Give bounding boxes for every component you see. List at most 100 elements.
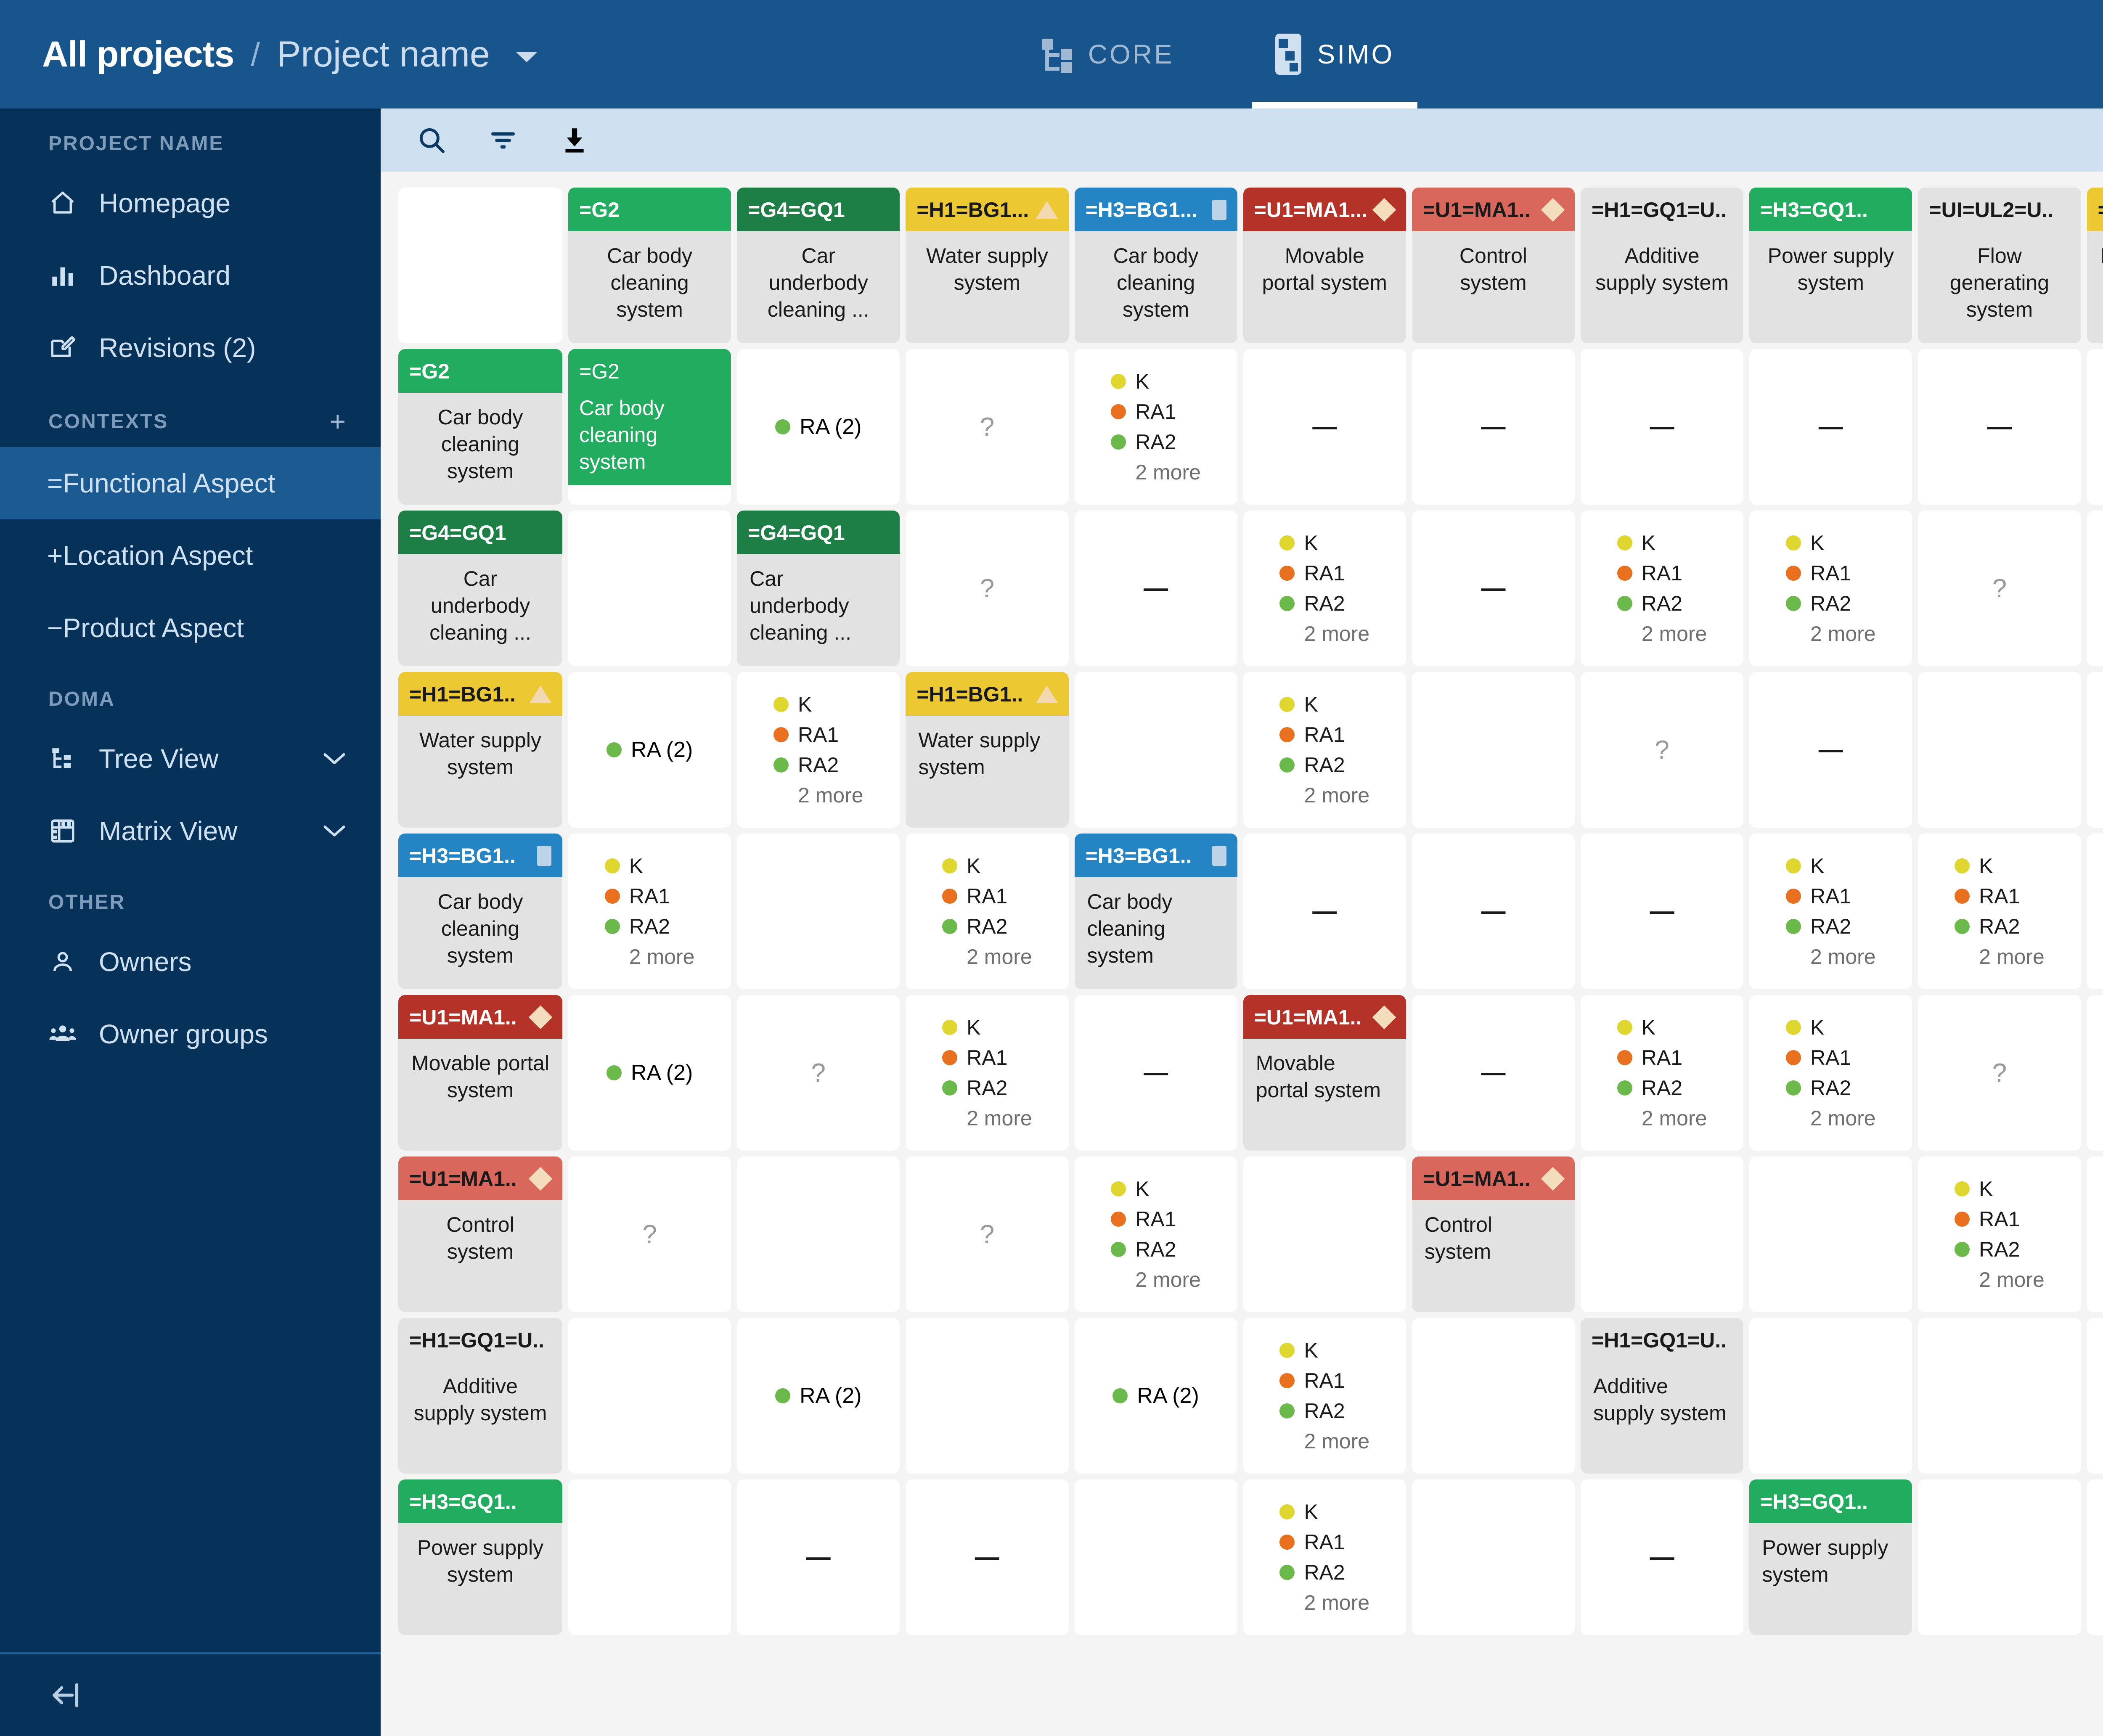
matrix-cell[interactable]: =H1=GQ1=U.. Additive supply system xyxy=(1581,1318,1744,1474)
sidebar-item-owner-groups[interactable]: Owner groups xyxy=(0,998,381,1070)
matrix-cell[interactable]: =H3=GQ1.. Power supply system xyxy=(1749,1479,1912,1635)
matrix-column-header[interactable]: =H1=GQ1=U.. Additive supply system xyxy=(1581,188,1744,343)
column-header-5[interactable]: =U1=MA1.. Control system xyxy=(1412,188,1575,343)
matrix-diagonal-cell-0[interactable]: =G2 Car body cleaning system xyxy=(568,349,731,505)
matrix-cell-6-1[interactable]: RA (2) xyxy=(737,1318,900,1474)
relation-more-link[interactable]: 2 more xyxy=(797,783,863,807)
matrix-cell[interactable]: — xyxy=(1412,995,1575,1151)
matrix-diagonal-cell-3[interactable]: =H3=BG1.. Car body cleaning system xyxy=(1074,834,1237,989)
matrix-cell[interactable]: — xyxy=(1412,834,1575,989)
matrix-cell-4-6[interactable]: K RA1 RA2 2 more xyxy=(1581,995,1744,1151)
matrix-cell-3-6[interactable]: — xyxy=(1581,834,1744,989)
matrix-column-header[interactable]: =U1=MA1... Movable portal system xyxy=(1243,188,1406,343)
matrix-cell[interactable]: RA (2) xyxy=(737,1318,900,1474)
relation-more-link[interactable]: 2 more xyxy=(1304,1429,1370,1453)
matrix-cell-5-3[interactable]: K RA1 RA2 2 more xyxy=(1074,1156,1237,1312)
matrix-cell-7-4[interactable]: K RA1 RA2 2 more xyxy=(1243,1479,1406,1635)
relation-more-link[interactable]: 2 more xyxy=(1979,1268,2045,1291)
matrix-cell[interactable]: — xyxy=(1749,672,1912,828)
matrix-cell[interactable]: =H1=BG1.. Water supply system xyxy=(906,672,1069,828)
column-header-0[interactable]: =G2 Car body cleaning system xyxy=(568,188,731,343)
matrix-cell[interactable]: — xyxy=(1074,511,1237,666)
matrix-cell-7-8[interactable] xyxy=(1918,1479,2081,1635)
matrix-cell[interactable] xyxy=(568,1479,731,1635)
matrix-cell-0-3[interactable]: K RA1 RA2 2 more xyxy=(1074,349,1237,505)
sidebar-item-dashboard[interactable]: Dashboard xyxy=(0,239,381,312)
relation-more-link[interactable]: 2 more xyxy=(1641,622,1707,646)
matrix-diagonal-cell-1[interactable]: =G4=GQ1 Car underbody cleaning ... xyxy=(737,511,900,666)
matrix-diagonal-cell-6[interactable]: =H1=GQ1=U.. Additive supply system xyxy=(1581,1318,1744,1474)
matrix-column-header[interactable]: =U2 Floor structure system xyxy=(2087,188,2103,343)
matrix-cell[interactable]: — xyxy=(1412,349,1575,505)
matrix-cell-1-8[interactable]: ? xyxy=(1918,511,2081,666)
matrix-cell[interactable]: ? xyxy=(1918,511,2081,666)
matrix-cell-0-2[interactable]: ? xyxy=(906,349,1069,505)
matrix-cell-3-5[interactable]: — xyxy=(1412,834,1575,989)
column-header-1[interactable]: =G4=GQ1 Car underbody cleaning ... xyxy=(737,188,900,343)
matrix-cell-2-8[interactable] xyxy=(1918,672,2081,828)
matrix-row-header[interactable]: =H1=GQ1=U.. Additive supply system xyxy=(398,1318,562,1474)
matrix-cell-1-2[interactable]: ? xyxy=(906,511,1069,666)
sidebar-item-functional-aspect[interactable]: =Functional Aspect xyxy=(0,447,381,519)
matrix-cell-5-9[interactable]: — xyxy=(2087,1156,2103,1312)
column-header-4[interactable]: =U1=MA1... Movable portal system xyxy=(1243,188,1406,343)
matrix-cell-2-0[interactable]: RA (2) xyxy=(568,672,731,828)
matrix-cell[interactable] xyxy=(568,511,731,666)
sidebar-item-matrix-view[interactable]: Matrix View xyxy=(0,795,381,867)
matrix-cell[interactable] xyxy=(1581,1156,1744,1312)
matrix-cell-3-7[interactable]: K RA1 RA2 2 more xyxy=(1749,834,1912,989)
row-header-1[interactable]: =G4=GQ1 Car underbody cleaning ... xyxy=(398,511,562,666)
matrix-cell-2-5[interactable] xyxy=(1412,672,1575,828)
matrix-cell-6-9[interactable]: RA (2) xyxy=(2087,1318,2103,1474)
relation-more-link[interactable]: 2 more xyxy=(1810,945,1876,969)
matrix-cell-4-1[interactable]: ? xyxy=(737,995,900,1151)
matrix-cell[interactable]: ? xyxy=(1581,672,1744,828)
matrix-cell[interactable]: — xyxy=(1918,349,2081,505)
matrix-cell-6-8[interactable] xyxy=(1918,1318,2081,1474)
relation-more-link[interactable]: 2 more xyxy=(1304,1591,1370,1614)
matrix-cell-0-5[interactable]: — xyxy=(1412,349,1575,505)
matrix-cell-3-9[interactable]: ? xyxy=(2087,834,2103,989)
matrix-cell[interactable]: RA (2) xyxy=(2087,1318,2103,1474)
matrix-cell[interactable]: =U1=MA1.. Movable portal system xyxy=(1243,995,1406,1151)
matrix-row-header[interactable]: =G4=GQ1 Car underbody cleaning ... xyxy=(398,511,562,666)
matrix-cell[interactable]: RA (2) xyxy=(568,995,731,1151)
matrix-cell-5-2[interactable]: ? xyxy=(906,1156,1069,1312)
matrix-cell-3-8[interactable]: K RA1 RA2 2 more xyxy=(1918,834,2081,989)
row-header-4[interactable]: =U1=MA1.. Movable portal system xyxy=(398,995,562,1151)
matrix-cell-7-5[interactable] xyxy=(1412,1479,1575,1635)
relation-more-link[interactable]: 2 more xyxy=(1304,622,1370,646)
matrix-row-header[interactable]: =U1=MA1.. Control system xyxy=(398,1156,562,1312)
column-header-2[interactable]: =H1=BG1... Water supply system xyxy=(906,188,1069,343)
matrix-cell-6-2[interactable] xyxy=(906,1318,1069,1474)
matrix-cell-0-1[interactable]: RA (2) xyxy=(737,349,900,505)
matrix-cell[interactable] xyxy=(568,1318,731,1474)
matrix-cell-6-4[interactable]: K RA1 RA2 2 more xyxy=(1243,1318,1406,1474)
matrix-cell[interactable]: ? xyxy=(906,349,1069,505)
matrix-cell[interactable] xyxy=(1412,1318,1575,1474)
matrix-cell-5-6[interactable] xyxy=(1581,1156,1744,1312)
matrix-cell[interactable] xyxy=(1412,672,1575,828)
matrix-cell[interactable]: =G2 Car body cleaning system xyxy=(568,349,731,505)
sidebar-item-revisions[interactable]: Revisions (2) xyxy=(0,312,381,384)
matrix-column-header[interactable]: =UI=UL2=U.. Flow generating system xyxy=(1918,188,2081,343)
row-header-5[interactable]: =U1=MA1.. Control system xyxy=(398,1156,562,1312)
matrix-row-header[interactable]: =H1=BG1.. Water supply system xyxy=(398,672,562,828)
matrix-cell[interactable]: RA (2) xyxy=(1074,1318,1237,1474)
matrix-cell[interactable] xyxy=(1918,672,2081,828)
row-header-3[interactable]: =H3=BG1.. Car body cleaning system xyxy=(398,834,562,989)
matrix-cell[interactable]: RA (2) xyxy=(568,672,731,828)
matrix-diagonal-cell-5[interactable]: =U1=MA1.. Control system xyxy=(1412,1156,1575,1312)
matrix-scroll-area[interactable]: =G2 Car body cleaning system =G4=GQ1 Car un… xyxy=(381,172,2103,1736)
